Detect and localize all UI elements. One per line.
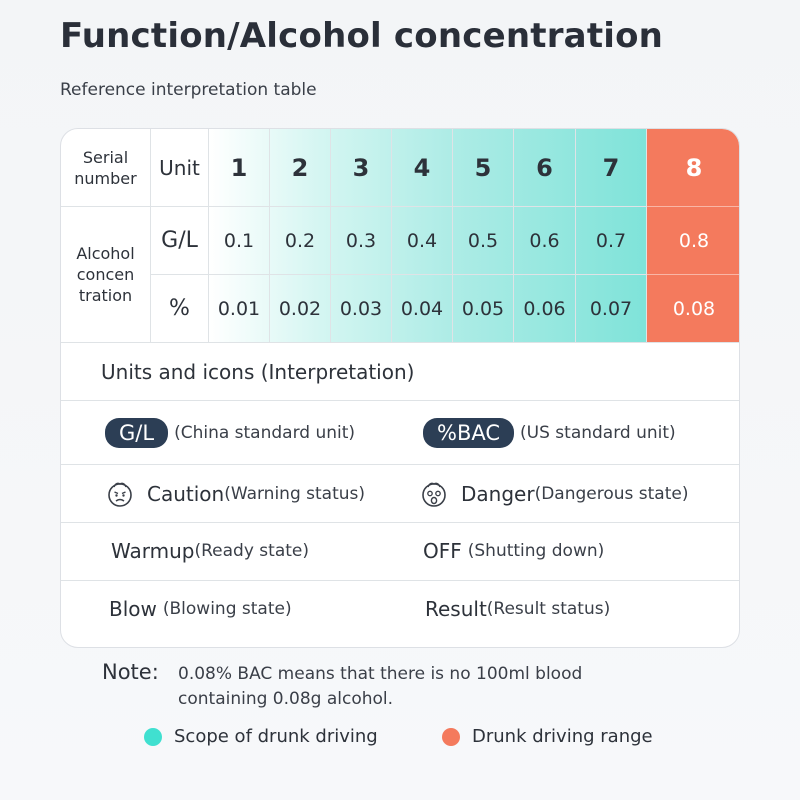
legend-label-scope: Scope of drunk driving (174, 726, 378, 747)
warmup-keyword: Warmup (111, 539, 195, 563)
units-row (61, 401, 739, 465)
serial-col-1: 1 (209, 129, 270, 207)
gl-badge: G/L (105, 418, 169, 448)
caution-desc: (Warning status) (224, 484, 366, 504)
note-label: Note: (102, 660, 159, 684)
bac-badge: %BAC (423, 418, 515, 448)
danger-keyword: Danger (461, 482, 535, 506)
teal-dot-icon (144, 727, 162, 746)
pct-value-5: 0.05 (453, 275, 514, 343)
result-item: Result (Result status) (425, 597, 610, 621)
serial-col-6: 6 (514, 129, 576, 207)
pct-value-1: 0.01 (209, 275, 270, 343)
pct-value-3: 0.03 (331, 275, 392, 343)
blow-desc: (Blowing state) (162, 599, 292, 619)
off-item: OFF (Shutting down) (423, 539, 604, 563)
off-desc: (Shutting down) (467, 541, 605, 561)
legend-label-range: Drunk driving range (472, 726, 653, 747)
note-text: 0.08% BAC means that there is no 100ml b… (178, 664, 583, 709)
bac-unit-item: %BAC (US standard unit) (423, 418, 676, 448)
unit-header: Unit (151, 129, 209, 207)
worried-face-icon (108, 482, 132, 507)
shocked-face-icon (422, 482, 446, 507)
serial-col-3: 3 (331, 129, 392, 207)
reference-card: Serial number Unit 1 2 3 4 5 6 7 8 Alcoh… (60, 128, 740, 648)
serial-col-7: 7 (576, 129, 647, 207)
gl-value-1: 0.1 (209, 207, 270, 275)
pct-value-4: 0.04 (392, 275, 453, 343)
gl-value-7: 0.7 (576, 207, 647, 275)
icons-row (61, 465, 739, 523)
alcohol-concentration-label: Alcohol concen tration (61, 207, 151, 343)
unit-gl: G/L (151, 207, 209, 275)
pct-value-6: 0.06 (514, 275, 576, 343)
gl-unit-item: G/L (China standard unit) (105, 418, 355, 448)
caution-item: Caution (Warning status) (105, 479, 365, 509)
pct-value-8: 0.08 (647, 275, 739, 343)
pct-value-7: 0.07 (576, 275, 647, 343)
gl-value-2: 0.2 (270, 207, 331, 275)
danger-desc: (Dangerous state) (534, 484, 689, 504)
interpretation-title: Units and icons (Interpretation) (101, 359, 415, 384)
interpretation-title-row: Units and icons (Interpretation) (61, 343, 739, 401)
gl-value-8: 0.8 (647, 207, 739, 275)
serial-col-8: 8 (647, 129, 739, 207)
warmup-desc: (Ready state) (194, 541, 309, 561)
legend-drunk-driving-scope: Scope of drunk driving (144, 726, 378, 747)
result-keyword: Result (425, 597, 487, 621)
states-row-a (61, 523, 739, 581)
unit-percent: % (151, 275, 209, 343)
danger-item: Danger (Dangerous state) (419, 479, 688, 509)
serial-number-header: Serial number (61, 129, 151, 207)
serial-col-5: 5 (453, 129, 514, 207)
serial-col-2: 2 (270, 129, 331, 207)
gl-value-6: 0.6 (514, 207, 576, 275)
blow-item: Blow (Blowing state) (109, 597, 292, 621)
off-keyword: OFF (423, 539, 462, 563)
serial-col-4: 4 (392, 129, 453, 207)
pct-value-2: 0.02 (270, 275, 331, 343)
gl-unit-desc: (China standard unit) (174, 423, 356, 443)
blow-keyword: Blow (109, 597, 157, 621)
gl-value-3: 0.3 (331, 207, 392, 275)
page-title: Function/Alcohol concentration (60, 16, 664, 56)
legend-drunk-driving-range: Drunk driving range (442, 726, 653, 747)
bac-unit-desc: (US standard unit) (520, 423, 676, 443)
warmup-item: Warmup (Ready state) (111, 539, 309, 563)
gl-value-5: 0.5 (453, 207, 514, 275)
result-desc: (Result status) (486, 599, 611, 619)
teal-gradient-band (209, 129, 647, 343)
orange-dot-icon (442, 727, 460, 746)
gl-value-4: 0.4 (392, 207, 453, 275)
danger-column (647, 129, 739, 343)
page-subtitle: Reference interpretation table (60, 80, 317, 100)
caution-keyword: Caution (147, 482, 225, 506)
